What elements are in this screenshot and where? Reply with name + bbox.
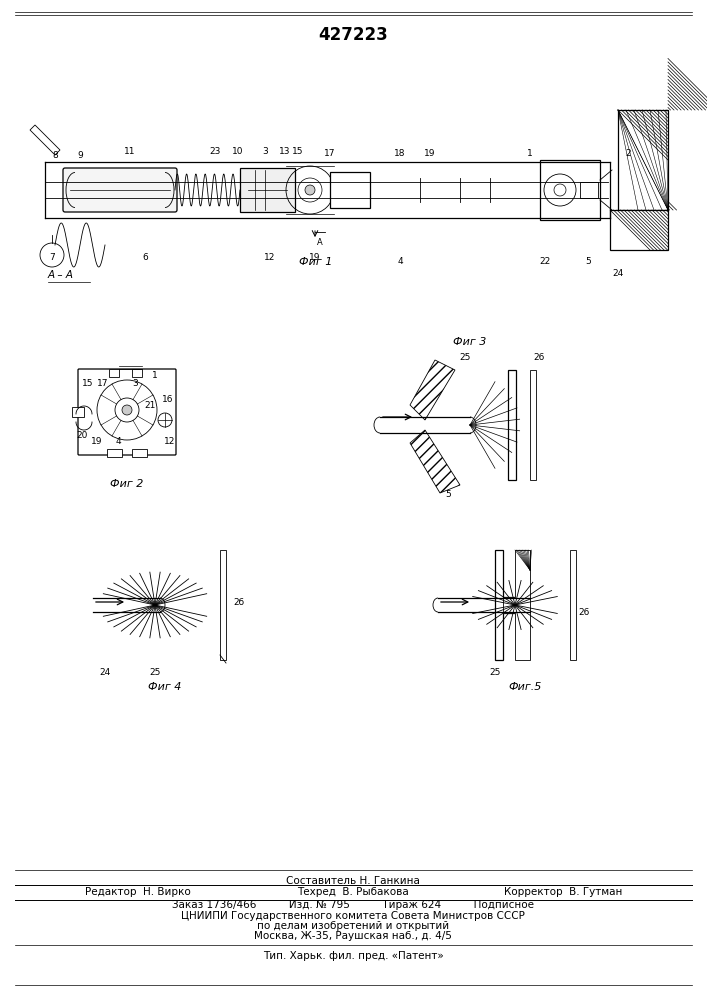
Text: Фиг 2: Фиг 2 [110, 479, 144, 489]
Bar [132, 369, 142, 377]
Bar [580, 182, 598, 198]
Text: Фиг.5: Фиг.5 [508, 682, 542, 692]
FancyBboxPatch shape [78, 369, 176, 455]
Text: 19: 19 [424, 149, 436, 158]
Text: Редактор  Н. Вирко: Редактор Н. Вирко [85, 887, 191, 897]
Text: 18: 18 [395, 149, 406, 158]
Text: Составитель Н. Ганкина: Составитель Н. Ганкина [286, 876, 420, 886]
Polygon shape [410, 430, 460, 493]
Text: Фиг 3: Фиг 3 [453, 337, 486, 347]
Polygon shape [508, 370, 516, 480]
Text: 19: 19 [309, 253, 321, 262]
Text: 26: 26 [578, 608, 590, 617]
Text: 25: 25 [460, 353, 471, 362]
Circle shape [305, 185, 315, 195]
Bar [330, 172, 370, 208]
Text: Заказ 1736/466          Изд. № 795          Тираж 624          Подписное: Заказ 1736/466 Изд. № 795 Тираж 624 Подп… [172, 900, 534, 910]
Polygon shape [570, 550, 576, 660]
Text: 11: 11 [124, 147, 136, 156]
Text: 4: 4 [115, 438, 121, 446]
Bar [109, 369, 119, 377]
Bar [540, 160, 600, 220]
Text: Тип. Харьк. фил. пред. «Патент»: Тип. Харьк. фил. пред. «Патент» [262, 951, 443, 961]
Text: 427223: 427223 [318, 26, 388, 44]
Text: 12: 12 [264, 253, 276, 262]
Polygon shape [495, 550, 515, 660]
Bar [610, 210, 668, 250]
Circle shape [122, 405, 132, 415]
Text: 25: 25 [489, 668, 501, 677]
Text: 7: 7 [49, 253, 55, 262]
Text: Фиг 1: Фиг 1 [299, 257, 333, 267]
Text: ЦНИИПИ Государственного комитета Совета Министров СССР: ЦНИИПИ Государственного комитета Совета … [181, 911, 525, 921]
Bar [107, 449, 122, 457]
Text: 2: 2 [625, 149, 631, 158]
Text: Техред  В. Рыбакова: Техред В. Рыбакова [297, 887, 409, 897]
FancyBboxPatch shape [63, 168, 177, 212]
Text: 22: 22 [539, 257, 551, 266]
Text: Москва, Ж-35, Раушская наб., д. 4/5: Москва, Ж-35, Раушская наб., д. 4/5 [254, 931, 452, 941]
Text: 4: 4 [397, 257, 403, 266]
Text: 26: 26 [533, 353, 544, 362]
Polygon shape [503, 550, 530, 660]
Bar [132, 449, 147, 457]
Text: 5: 5 [585, 257, 591, 266]
Text: 17: 17 [98, 378, 109, 387]
Text: 12: 12 [164, 438, 175, 446]
Text: 25: 25 [149, 668, 160, 677]
Bar [618, 110, 668, 210]
Text: 13: 13 [279, 147, 291, 156]
Text: 3: 3 [262, 147, 268, 156]
Text: Корректор  В. Гутман: Корректор В. Гутман [503, 887, 622, 897]
Text: по делам изобретений и открытий: по делам изобретений и открытий [257, 921, 449, 931]
Text: 2б: 2б [233, 598, 244, 607]
Text: 17: 17 [325, 149, 336, 158]
Bar [240, 168, 295, 212]
Text: 1: 1 [527, 149, 533, 158]
Text: 10: 10 [233, 147, 244, 156]
Text: 8: 8 [52, 150, 58, 159]
Text: 20: 20 [76, 430, 88, 440]
Text: 6: 6 [142, 253, 148, 262]
Text: 9: 9 [77, 150, 83, 159]
Bar [72, 407, 84, 417]
Text: Фиг 4: Фиг 4 [148, 682, 182, 692]
Text: 5: 5 [445, 490, 451, 499]
Text: 24: 24 [100, 668, 110, 677]
Text: А – А: А – А [48, 270, 74, 280]
Text: А: А [317, 238, 323, 247]
Polygon shape [220, 550, 226, 660]
Polygon shape [410, 360, 455, 420]
Text: 1: 1 [152, 370, 158, 379]
Text: 15: 15 [82, 378, 94, 387]
Text: 3: 3 [132, 378, 138, 387]
Text: 24: 24 [612, 269, 624, 278]
Text: 16: 16 [162, 394, 174, 403]
Polygon shape [530, 370, 536, 480]
Text: 23: 23 [209, 147, 221, 156]
Text: 15: 15 [292, 147, 304, 156]
Text: 19: 19 [91, 438, 103, 446]
Text: 21: 21 [144, 400, 156, 410]
Polygon shape [30, 125, 60, 155]
